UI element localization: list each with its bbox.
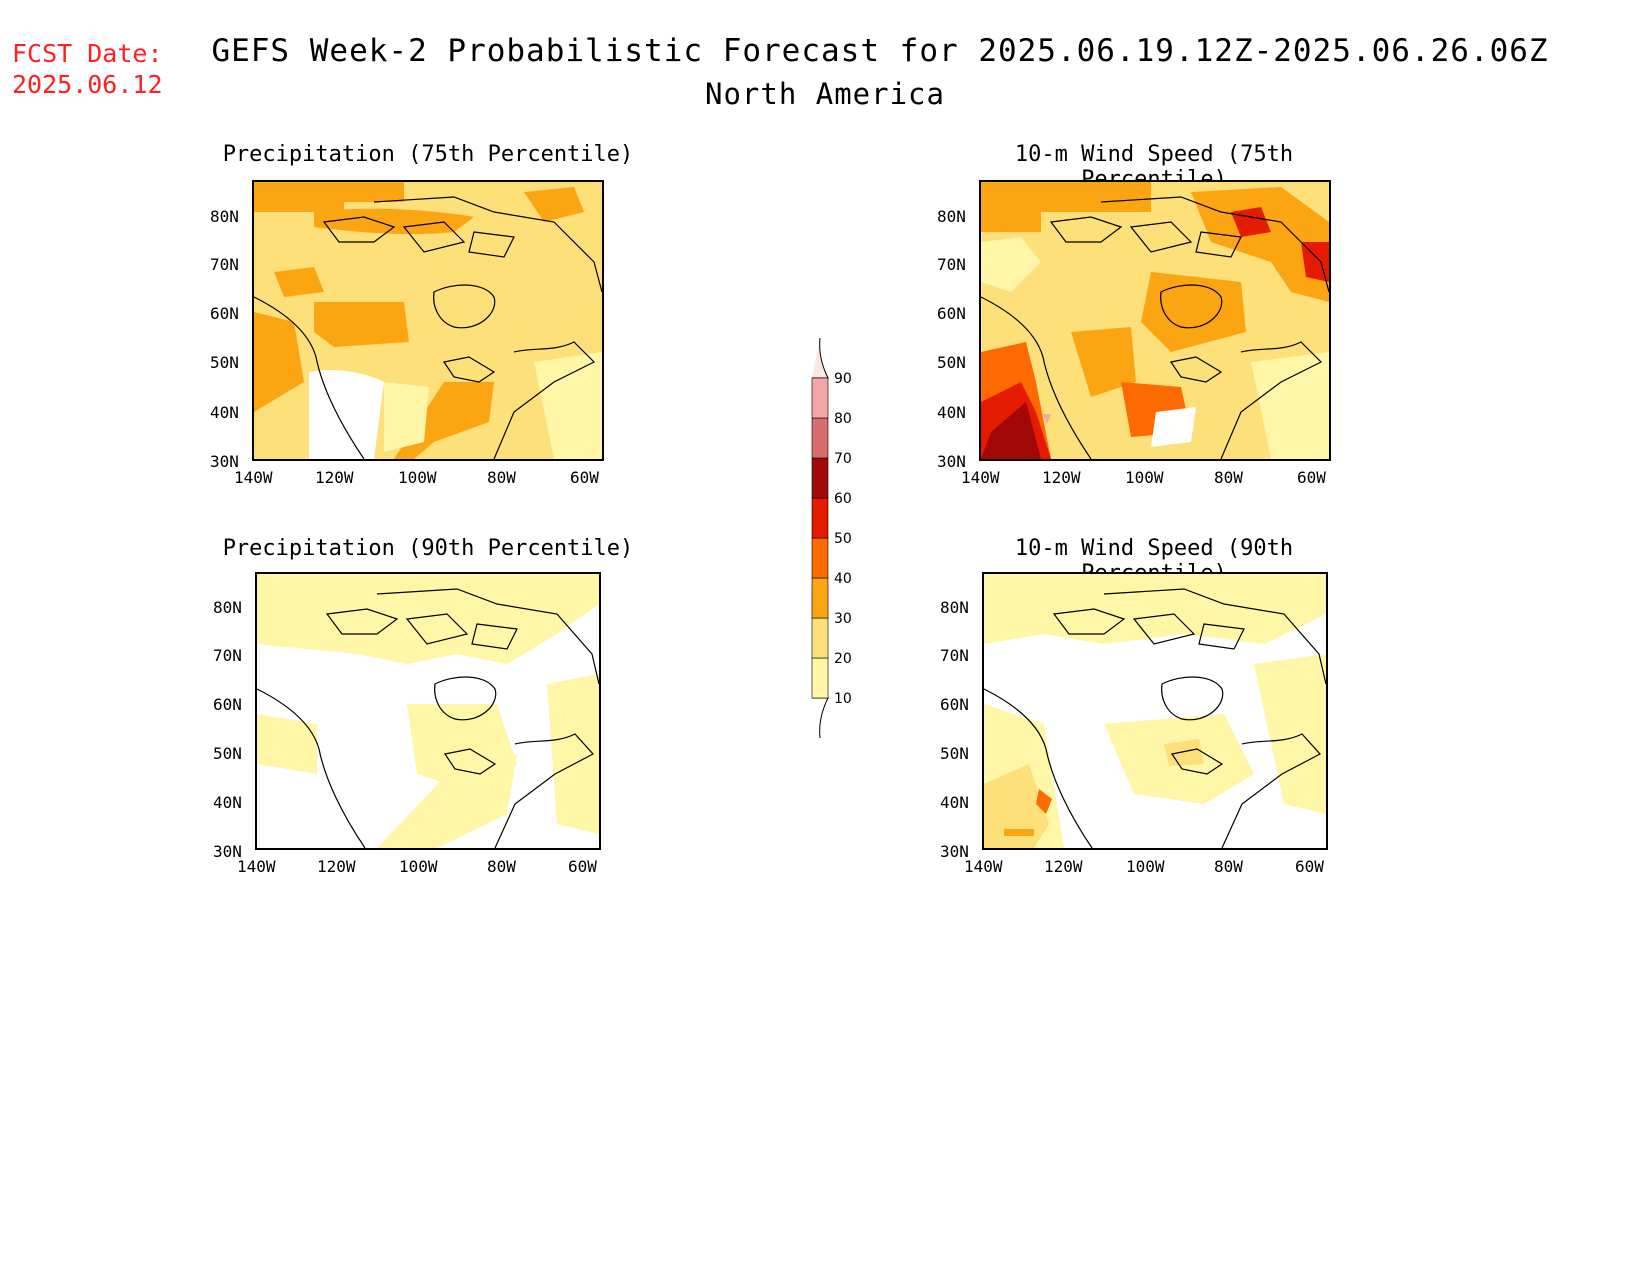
map-wind-90-fill [984, 574, 1326, 848]
panel-title-precip-75: Precipitation (75th Percentile) [222, 142, 634, 167]
lat-label: 70N [213, 646, 242, 665]
colorbar-swatch [811, 577, 829, 619]
map-precip-90-fill [257, 574, 599, 848]
lat-label: 80N [210, 207, 239, 226]
lon-label: 100W [398, 468, 437, 487]
colorbar-label: 60 [834, 491, 852, 507]
colorbar-upper-extension [812, 338, 829, 379]
lon-label: 80W [1214, 857, 1243, 876]
colorbar-swatch [811, 657, 829, 699]
map-wind-90 [982, 572, 1328, 850]
lat-label: 30N [210, 452, 239, 471]
colorbar: 90 80 70 60 50 40 30 20 10 [810, 338, 880, 738]
lon-label: 140W [234, 468, 273, 487]
lon-label: 80W [487, 468, 516, 487]
lon-label: 140W [964, 857, 1003, 876]
lon-label: 60W [570, 468, 599, 487]
lon-label: 100W [399, 857, 438, 876]
colorbar-lower-extension [812, 697, 829, 738]
forecast-date: FCST Date: 2025.06.12 [12, 38, 163, 100]
lon-label: 60W [1297, 468, 1326, 487]
lat-label: 60N [937, 304, 966, 323]
lon-label: 100W [1125, 468, 1164, 487]
region-title: North America [705, 77, 945, 111]
lat-label: 40N [940, 793, 969, 812]
lon-label: 120W [1042, 468, 1081, 487]
colorbar-swatch [811, 377, 829, 419]
colorbar-swatch [811, 537, 829, 579]
colorbar-label: 80 [834, 411, 852, 427]
colorbar-swatch [811, 417, 829, 459]
lat-label: 40N [937, 403, 966, 422]
colorbar-label: 10 [834, 691, 852, 707]
colorbar-swatch [811, 457, 829, 499]
map-precip-90 [255, 572, 601, 850]
lat-label: 80N [937, 207, 966, 226]
colorbar-label: 40 [834, 571, 852, 587]
lat-label: 50N [210, 353, 239, 372]
colorbar-label: 70 [834, 451, 852, 467]
page-title: GEFS Week-2 Probabilistic Forecast for 2… [211, 33, 1549, 69]
lon-label: 140W [237, 857, 276, 876]
lat-label: 80N [213, 598, 242, 617]
lon-label: 80W [487, 857, 516, 876]
lon-label: 100W [1126, 857, 1165, 876]
map-wind-75-fill [981, 182, 1329, 459]
lon-label: 120W [317, 857, 356, 876]
lat-label: 50N [937, 353, 966, 372]
forecast-date-label: FCST Date: [12, 39, 163, 68]
lon-label: 120W [1044, 857, 1083, 876]
lat-label: 70N [940, 646, 969, 665]
colorbar-swatches [811, 338, 829, 738]
lat-label: 30N [213, 842, 242, 861]
lon-label: 80W [1214, 468, 1243, 487]
lat-label: 60N [210, 304, 239, 323]
lat-label: 60N [940, 695, 969, 714]
colorbar-label: 90 [834, 371, 852, 387]
lat-label: 70N [210, 255, 239, 274]
map-wind-75 [979, 180, 1331, 461]
map-precip-75-fill [254, 182, 602, 459]
lat-label: 30N [940, 842, 969, 861]
lon-label: 60W [568, 857, 597, 876]
colorbar-label: 20 [834, 651, 852, 667]
lat-label: 50N [213, 744, 242, 763]
lon-label: 140W [961, 468, 1000, 487]
lat-label: 50N [940, 744, 969, 763]
lon-label: 60W [1295, 857, 1324, 876]
forecast-date-value: 2025.06.12 [12, 70, 163, 99]
lat-label: 30N [937, 452, 966, 471]
colorbar-swatch [811, 617, 829, 659]
colorbar-swatch [811, 497, 829, 539]
lat-label: 40N [213, 793, 242, 812]
panel-title-precip-90: Precipitation (90th Percentile) [222, 536, 634, 561]
colorbar-label: 50 [834, 531, 852, 547]
lon-label: 120W [315, 468, 354, 487]
lat-label: 80N [940, 598, 969, 617]
lat-label: 40N [210, 403, 239, 422]
lat-label: 60N [213, 695, 242, 714]
colorbar-label: 30 [834, 611, 852, 627]
lat-label: 70N [937, 255, 966, 274]
map-precip-75 [252, 180, 604, 461]
